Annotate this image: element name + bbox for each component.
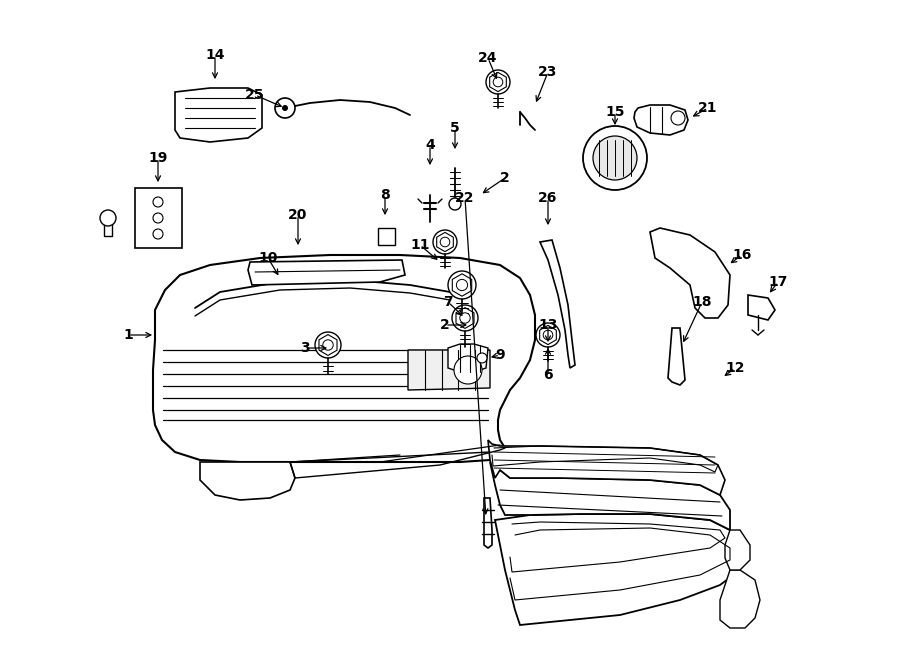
Text: 2: 2	[440, 318, 450, 332]
Circle shape	[275, 98, 295, 118]
Text: 22: 22	[455, 191, 475, 205]
Text: 14: 14	[205, 48, 225, 62]
Circle shape	[433, 230, 457, 254]
Circle shape	[323, 340, 333, 350]
Polygon shape	[540, 240, 575, 368]
Text: 9: 9	[495, 348, 505, 362]
Polygon shape	[668, 328, 685, 385]
Polygon shape	[153, 255, 535, 462]
Circle shape	[486, 70, 510, 94]
Polygon shape	[725, 530, 750, 570]
Text: 3: 3	[301, 341, 310, 355]
Text: 6: 6	[544, 368, 553, 382]
Text: 17: 17	[769, 275, 788, 289]
Polygon shape	[175, 88, 262, 142]
Circle shape	[100, 210, 116, 226]
Polygon shape	[135, 188, 182, 248]
Polygon shape	[248, 260, 405, 285]
Circle shape	[593, 136, 637, 180]
Circle shape	[153, 197, 163, 207]
Circle shape	[448, 271, 476, 299]
Polygon shape	[720, 570, 760, 628]
Text: 11: 11	[410, 238, 430, 252]
Polygon shape	[488, 440, 725, 495]
Text: 18: 18	[692, 295, 712, 309]
Circle shape	[440, 237, 450, 247]
Text: 21: 21	[698, 101, 718, 115]
Text: 16: 16	[733, 248, 751, 262]
Circle shape	[456, 280, 468, 291]
Text: 25: 25	[245, 88, 265, 102]
Polygon shape	[634, 105, 688, 135]
Polygon shape	[104, 216, 112, 236]
Circle shape	[460, 313, 470, 323]
Text: 12: 12	[725, 361, 745, 375]
Text: 13: 13	[538, 318, 558, 332]
Polygon shape	[378, 228, 395, 245]
Circle shape	[153, 213, 163, 223]
Circle shape	[536, 323, 560, 347]
Text: 8: 8	[380, 188, 390, 202]
Text: 24: 24	[478, 51, 498, 65]
Polygon shape	[748, 295, 775, 320]
Circle shape	[452, 305, 478, 331]
Text: 19: 19	[148, 151, 167, 165]
Text: 26: 26	[538, 191, 558, 205]
Text: 10: 10	[258, 251, 278, 265]
Circle shape	[544, 330, 553, 340]
Circle shape	[282, 105, 288, 111]
Polygon shape	[408, 350, 490, 390]
Polygon shape	[495, 514, 740, 625]
Text: 23: 23	[538, 65, 558, 79]
Text: 1: 1	[123, 328, 133, 342]
Circle shape	[153, 229, 163, 239]
Polygon shape	[200, 462, 295, 500]
Circle shape	[454, 356, 482, 384]
Circle shape	[477, 353, 487, 363]
Circle shape	[671, 111, 685, 125]
Circle shape	[315, 332, 341, 358]
Text: 4: 4	[425, 138, 435, 152]
Text: 2: 2	[500, 171, 510, 185]
Polygon shape	[448, 344, 488, 372]
Polygon shape	[650, 228, 730, 318]
Polygon shape	[490, 462, 730, 530]
Text: 15: 15	[605, 105, 625, 119]
Text: 20: 20	[288, 208, 308, 222]
Circle shape	[493, 77, 503, 87]
Text: 5: 5	[450, 121, 460, 135]
Polygon shape	[484, 498, 492, 548]
Circle shape	[449, 198, 461, 210]
Text: 7: 7	[443, 295, 453, 309]
Circle shape	[583, 126, 647, 190]
